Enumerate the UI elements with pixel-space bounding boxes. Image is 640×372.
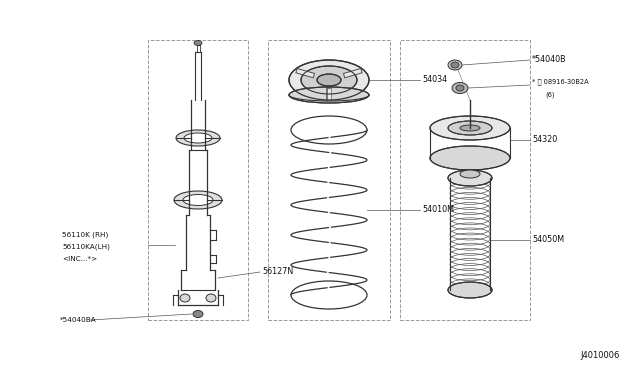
Text: 54050M: 54050M: [532, 235, 564, 244]
Text: 54010M: 54010M: [422, 205, 454, 215]
Ellipse shape: [448, 282, 492, 298]
Ellipse shape: [460, 125, 480, 131]
Ellipse shape: [448, 170, 492, 186]
Text: *54040BA: *54040BA: [60, 317, 97, 323]
Bar: [268, 40, 390, 320]
Bar: [148, 40, 248, 320]
Ellipse shape: [289, 60, 369, 100]
Ellipse shape: [193, 311, 203, 317]
Text: *54040B: *54040B: [532, 55, 566, 64]
Text: (6): (6): [545, 92, 554, 98]
Ellipse shape: [430, 116, 510, 140]
Text: 56127N: 56127N: [262, 267, 293, 276]
Ellipse shape: [183, 195, 213, 205]
Ellipse shape: [206, 294, 216, 302]
Text: 54034: 54034: [422, 76, 447, 84]
Ellipse shape: [317, 74, 341, 86]
Text: <INC...*>: <INC...*>: [62, 256, 97, 262]
Ellipse shape: [176, 130, 220, 146]
Ellipse shape: [194, 41, 202, 45]
Text: J4010006: J4010006: [580, 351, 620, 360]
Bar: [400, 40, 530, 320]
Ellipse shape: [451, 62, 459, 68]
Ellipse shape: [448, 60, 462, 70]
Ellipse shape: [456, 85, 464, 91]
Ellipse shape: [448, 121, 492, 135]
Ellipse shape: [180, 294, 190, 302]
Ellipse shape: [460, 170, 480, 178]
Ellipse shape: [430, 146, 510, 170]
Ellipse shape: [174, 191, 222, 209]
Ellipse shape: [184, 133, 212, 143]
Ellipse shape: [289, 87, 369, 103]
Text: 54320: 54320: [532, 135, 557, 144]
Ellipse shape: [301, 66, 357, 94]
Ellipse shape: [452, 83, 468, 93]
Text: 56110KA(LH): 56110KA(LH): [62, 244, 110, 250]
Text: * Ⓝ 08916-30B2A: * Ⓝ 08916-30B2A: [532, 79, 589, 85]
Text: 56110K (RH): 56110K (RH): [62, 232, 108, 238]
